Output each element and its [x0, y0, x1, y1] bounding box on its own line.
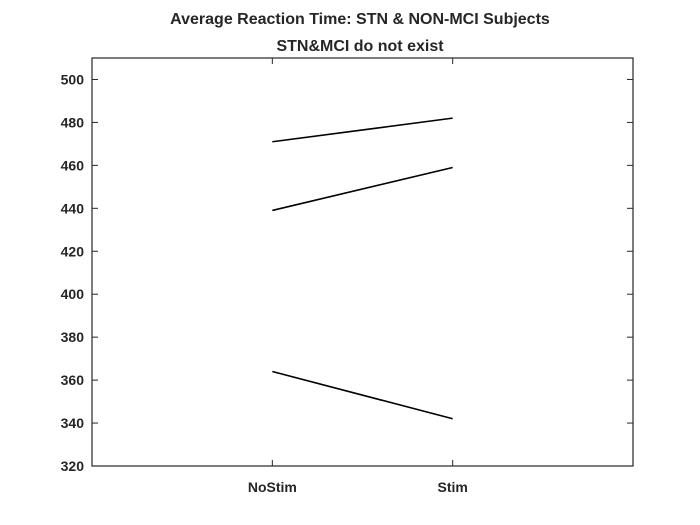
plot-area-box [91, 57, 634, 467]
series-line-2 [272, 166, 453, 212]
y-tick-label: 440 [61, 200, 85, 216]
chart-subtitle: STN&MCI do not exist [276, 38, 444, 55]
series-line-3 [272, 370, 453, 420]
y-tick-label: 400 [61, 286, 85, 302]
y-tick-label: 340 [61, 415, 85, 431]
y-tick-label: 500 [61, 71, 85, 87]
y-tick-label: 320 [61, 458, 85, 474]
axis-ticks: 320 340 360 380 400 420 440 460 480 500 NoStim Stim [61, 58, 633, 495]
x-tick-label: Stim [437, 479, 467, 495]
data-series [272, 117, 453, 420]
y-tick-label: 460 [61, 157, 85, 173]
y-tick-label: 360 [61, 372, 85, 388]
chart-title: Average Reaction Time: STN & NON-MCI Sub… [170, 11, 550, 28]
series-line-1 [272, 117, 453, 143]
x-tick-label: NoStim [248, 479, 297, 495]
y-tick-label: 380 [61, 329, 85, 345]
y-tick-label: 480 [61, 114, 85, 130]
y-tick-label: 420 [61, 243, 85, 259]
